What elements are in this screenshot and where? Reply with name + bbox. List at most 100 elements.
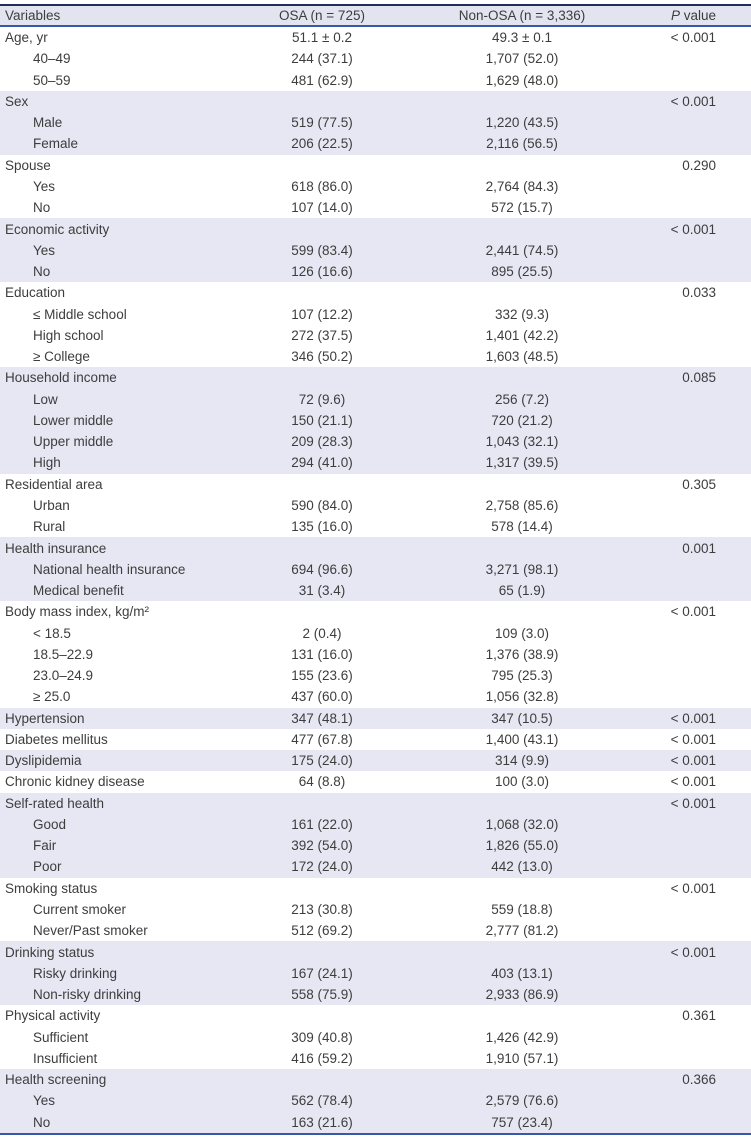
non-osa-value: 1,707 (52.0)	[485, 51, 559, 67]
table-row: Upper middle 209 (28.3) 1,043 (32.1)	[0, 431, 751, 453]
column-header-p-value: P value	[637, 8, 751, 23]
table-row: Rural 135 (16.0) 578 (14.4)	[0, 516, 751, 537]
table-row: No 163 (21.6) 757 (23.4)	[0, 1111, 751, 1133]
non-osa-value: 2,579 (76.6)	[485, 1093, 559, 1109]
p-value: < 0.001	[670, 710, 716, 726]
p-value: < 0.001	[670, 753, 716, 769]
non-osa-value: 1,376 (38.9)	[485, 646, 559, 662]
non-osa-value: 572 (15.7)	[491, 200, 553, 216]
osa-value: 107 (12.2)	[291, 306, 353, 322]
osa-value: 562 (78.4)	[291, 1093, 353, 1109]
row-label: Insufficient	[33, 1050, 98, 1066]
table-row: Low 72 (9.6) 256 (7.2)	[0, 388, 751, 410]
osa-value: 64 (8.8)	[298, 774, 346, 790]
non-osa-value: 1,056 (32.8)	[485, 689, 559, 705]
osa-value: 294 (41.0)	[291, 455, 353, 471]
table-row: Dyslipidemia 175 (24.0) 314 (9.9) < 0.00…	[0, 750, 751, 772]
osa-value: 163 (21.6)	[291, 1114, 353, 1130]
row-label: Never/Past smoker	[33, 923, 148, 939]
non-osa-value: 1,910 (57.1)	[485, 1050, 559, 1066]
table-row: ≥ 25.0 437 (60.0) 1,056 (32.8)	[0, 686, 751, 707]
row-label: No	[33, 1114, 51, 1130]
osa-value: 172 (24.0)	[291, 859, 353, 875]
row-label: Self-rated health	[5, 795, 105, 811]
osa-value: 161 (22.0)	[291, 816, 353, 832]
non-osa-value: 65 (1.9)	[498, 583, 546, 599]
osa-value: 150 (21.1)	[291, 412, 353, 428]
p-value: 0.290	[682, 157, 716, 173]
p-value: < 0.001	[670, 221, 716, 237]
osa-value: 519 (77.5)	[291, 115, 353, 131]
p-value: 0.366	[682, 1072, 716, 1088]
table-body: Age, yr 51.1 ± 0.2 49.3 ± 0.1 < 0.001 40…	[0, 27, 751, 1133]
p-value: < 0.001	[670, 93, 716, 109]
osa-value: 135 (16.0)	[291, 519, 353, 535]
osa-value: 167 (24.1)	[291, 965, 353, 981]
row-label: National health insurance	[33, 561, 186, 577]
table-row: < 18.5 2 (0.4) 109 (3.0)	[0, 622, 751, 643]
osa-value: 618 (86.0)	[291, 178, 353, 194]
table-row: No 107 (14.0) 572 (15.7)	[0, 197, 751, 218]
row-label: Low	[33, 391, 58, 407]
table-row: High 294 (41.0) 1,317 (39.5)	[0, 452, 751, 474]
table-row: Sufficient 309 (40.8) 1,426 (42.9)	[0, 1026, 751, 1047]
table-row: Smoking status < 0.001	[0, 878, 751, 899]
row-label: Male	[33, 115, 63, 131]
row-label: Body mass index, kg/m²	[5, 604, 150, 620]
row-label: Smoking status	[5, 880, 98, 896]
row-label: Dyslipidemia	[5, 753, 82, 769]
table-row: Yes 562 (78.4) 2,579 (76.6)	[0, 1090, 751, 1112]
non-osa-value: 2,441 (74.5)	[485, 242, 559, 258]
osa-value: 590 (84.0)	[291, 497, 353, 513]
p-value: < 0.001	[670, 795, 716, 811]
row-label: ≥ 25.0	[33, 689, 71, 705]
table-row: Male 519 (77.5) 1,220 (43.5)	[0, 112, 751, 134]
p-value: < 0.001	[670, 30, 716, 46]
non-osa-value: 109 (3.0)	[494, 625, 550, 641]
row-label: Household income	[5, 370, 117, 386]
p-value: 0.085	[682, 370, 716, 386]
non-osa-value: 2,758 (85.6)	[485, 497, 559, 513]
row-label: Non-risky drinking	[33, 987, 142, 1003]
non-osa-value: 1,426 (42.9)	[485, 1029, 559, 1045]
p-value: < 0.001	[670, 731, 716, 747]
table-row: Chronic kidney disease 64 (8.8) 100 (3.0…	[0, 771, 751, 792]
osa-value: 272 (37.5)	[291, 327, 353, 343]
non-osa-value: 403 (13.1)	[491, 965, 553, 981]
table-row: 50–59 481 (62.9) 1,629 (48.0)	[0, 70, 751, 91]
table-row: Yes 599 (83.4) 2,441 (74.5)	[0, 239, 751, 261]
osa-value: 437 (60.0)	[291, 689, 353, 705]
row-label: 18.5–22.9	[33, 646, 94, 662]
non-osa-value: 1,603 (48.5)	[485, 349, 559, 365]
row-label: Good	[33, 816, 67, 832]
osa-value: 51.1 ± 0.2	[292, 30, 352, 46]
table-row: Fair 392 (54.0) 1,826 (55.0)	[0, 835, 751, 857]
p-value: < 0.001	[670, 774, 716, 790]
row-label: Residential area	[5, 476, 103, 492]
row-label: Yes	[33, 242, 56, 258]
osa-value: 512 (69.2)	[291, 923, 353, 939]
non-osa-value: 2,116 (56.5)	[486, 136, 558, 152]
row-label: Drinking status	[5, 944, 95, 960]
table-row: 23.0–24.9 155 (23.6) 795 (25.3)	[0, 665, 751, 686]
osa-value: 477 (67.8)	[291, 731, 353, 747]
osa-value: 126 (16.6)	[291, 264, 353, 280]
column-header-osa: OSA (n = 725)	[279, 8, 365, 23]
table-row: Health insurance 0.001	[0, 537, 751, 559]
table-row: ≤ Middle school 107 (12.2) 332 (9.3)	[0, 303, 751, 324]
row-label: Sex	[5, 93, 29, 109]
table-row: Education 0.033	[0, 282, 751, 303]
p-value-label-rest: value	[679, 8, 716, 23]
table-row: Drinking status < 0.001	[0, 941, 751, 963]
non-osa-value: 2,764 (84.3)	[485, 178, 559, 194]
column-header-non-osa: Non-OSA (n = 3,336)	[458, 8, 586, 23]
row-label: Age, yr	[5, 30, 48, 46]
table-row: Diabetes mellitus 477 (67.8) 1,400 (43.1…	[0, 729, 751, 750]
non-osa-value: 559 (18.8)	[491, 902, 553, 918]
table-row: Economic activity < 0.001	[0, 218, 751, 240]
non-osa-value: 1,826 (55.0)	[485, 838, 559, 854]
table-row: Poor 172 (24.0) 442 (13.0)	[0, 856, 751, 878]
row-label: Economic activity	[5, 221, 110, 237]
row-label: Current smoker	[33, 902, 127, 918]
